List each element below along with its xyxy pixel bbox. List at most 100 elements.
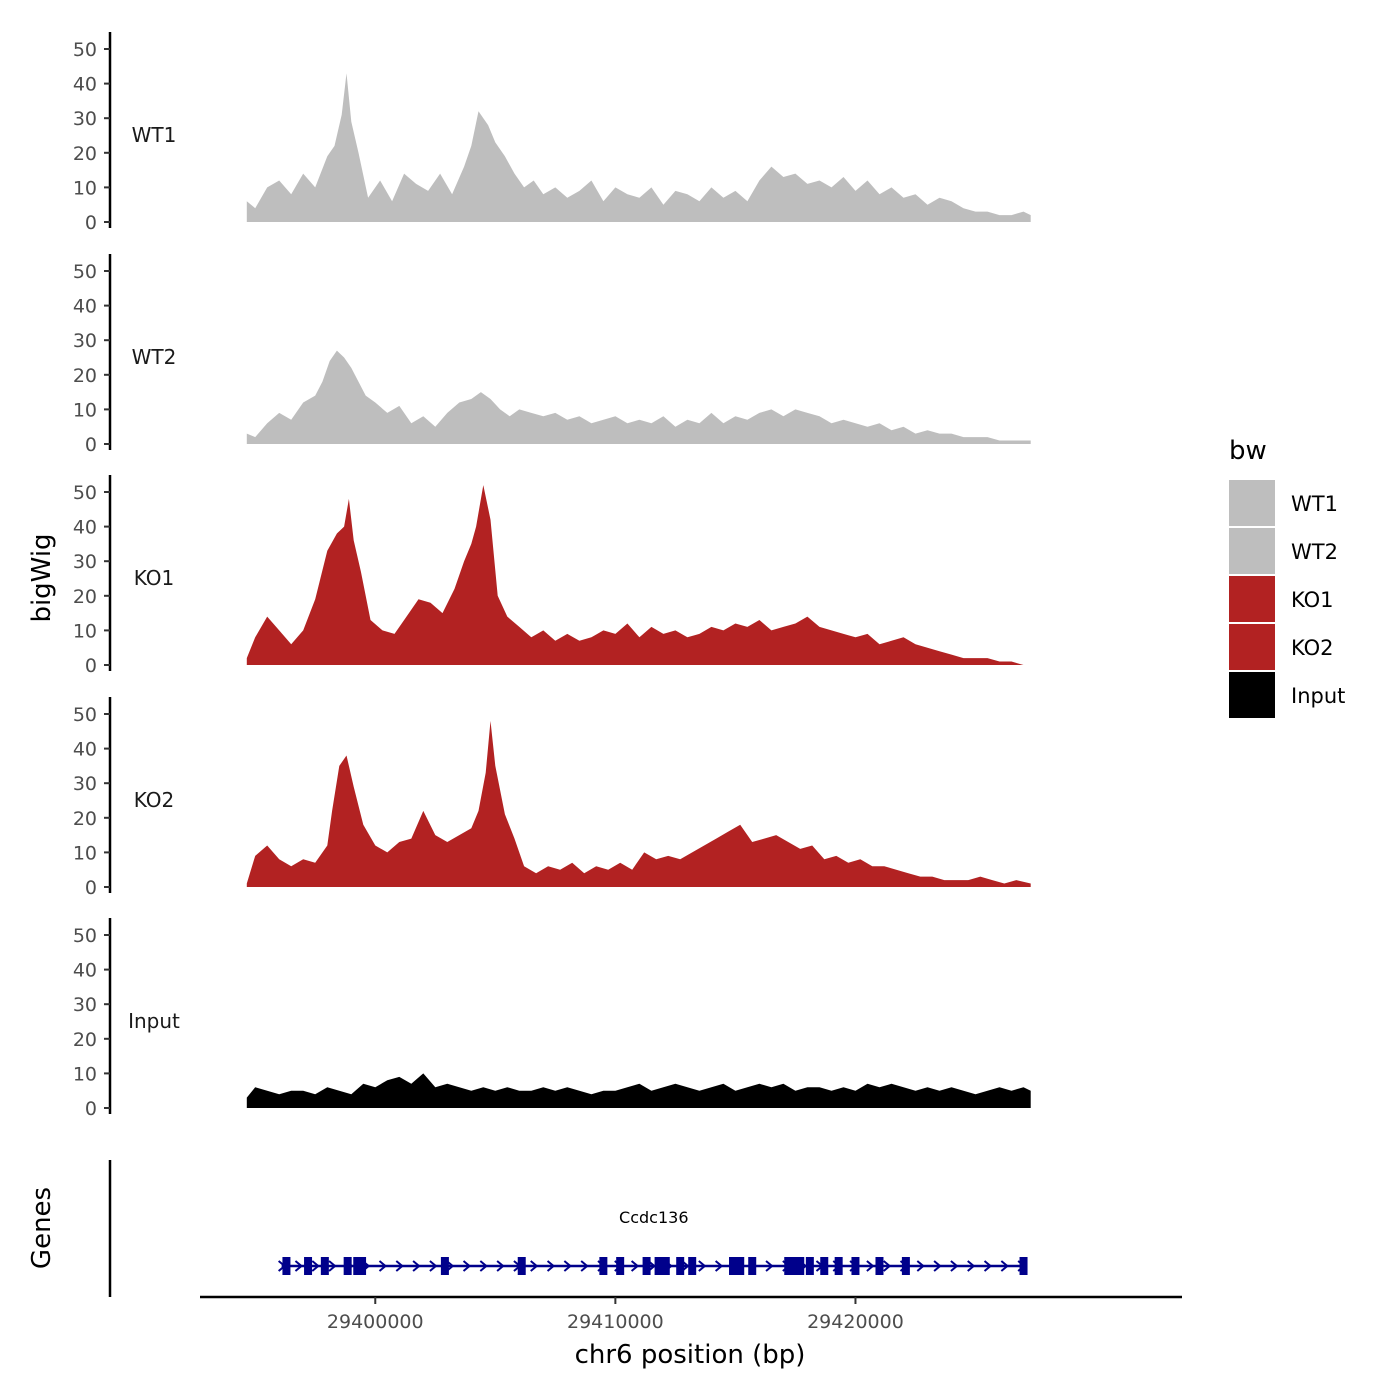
exon	[834, 1257, 843, 1275]
y-tick-label: 0	[85, 1098, 97, 1120]
signal-area-ko1	[246, 485, 1024, 665]
y-tick-label: 10	[73, 620, 97, 642]
track-wt2: 0 10 20 30 40 50 WT2	[73, 254, 1031, 456]
strand-arrow	[311, 1260, 320, 1272]
y-tick-label: 50	[73, 704, 97, 726]
exon	[358, 1257, 367, 1275]
track-ko2: 0 10 20 30 40 50 KO2	[73, 697, 1031, 899]
exon	[796, 1257, 805, 1275]
signal-tracks: 0 10 20 30 40 50 WT1 0 10 20 30 40 50 WT2 0 10 20 30 40 50 K…	[73, 32, 1031, 1120]
x-tick-label: 29410000	[567, 1311, 664, 1333]
x-axis: 29400000 29410000 29420000	[200, 1295, 1182, 1333]
exon	[343, 1257, 352, 1275]
strand-arrow	[412, 1260, 421, 1272]
y-tick-label: 30	[73, 108, 97, 130]
exon	[661, 1257, 670, 1275]
gene-name-label: Ccdc136	[619, 1208, 688, 1227]
exon	[688, 1257, 697, 1275]
strand-arrow	[563, 1260, 572, 1272]
exon	[642, 1257, 651, 1275]
track-input: 0 10 20 30 40 50 Input	[73, 918, 1031, 1120]
track-wt1: 0 10 20 30 40 50 WT1	[73, 32, 1031, 234]
y-tick-label: 40	[73, 296, 97, 318]
exon	[875, 1257, 884, 1275]
exon	[616, 1257, 625, 1275]
strand-arrow	[496, 1260, 505, 1272]
exon	[736, 1257, 745, 1275]
strand-arrow	[530, 1260, 539, 1272]
strand-arrow	[765, 1260, 774, 1272]
exon	[1019, 1257, 1028, 1275]
strand-arrow	[983, 1260, 993, 1272]
exon	[851, 1257, 860, 1275]
y-tick-label: 20	[73, 365, 97, 387]
y-tick-label: 20	[73, 586, 97, 608]
y-tick-label: 50	[73, 925, 97, 947]
y-tick-label: 10	[73, 177, 97, 199]
exon	[517, 1257, 526, 1275]
strand-arrow	[429, 1260, 438, 1272]
y-tick-label: 40	[73, 960, 97, 982]
strand-arrow	[950, 1260, 959, 1272]
strand-arrow	[630, 1260, 640, 1272]
x-tick-label: 29400000	[327, 1311, 424, 1333]
strand-arrow	[546, 1260, 556, 1272]
legend-label-input: Input	[1291, 684, 1345, 708]
y-tick-label: 0	[85, 212, 97, 234]
track-label: Input	[128, 1009, 180, 1033]
legend-swatch-wt1	[1229, 480, 1275, 526]
gene-track: Ccdc136	[108, 1160, 1028, 1297]
legend: bw WT1 WT2 KO1 KO2 Input	[1229, 436, 1345, 718]
legend-swatch-wt2	[1229, 528, 1275, 574]
strand-arrow	[714, 1260, 724, 1272]
exon	[784, 1257, 793, 1275]
legend-label-wt2: WT2	[1291, 540, 1338, 564]
y-tick-label: 30	[73, 551, 97, 573]
signal-area-wt1	[246, 73, 1031, 222]
legend-swatch-input	[1229, 672, 1275, 718]
y-tick-label: 20	[73, 143, 97, 165]
y-axis-title: bigWig	[27, 533, 57, 622]
strand-arrow	[967, 1260, 976, 1272]
exon	[729, 1257, 738, 1275]
strand-arrow	[1000, 1260, 1009, 1272]
track-label: KO2	[134, 788, 175, 812]
y-tick-label: 50	[73, 482, 97, 504]
strand-arrow	[395, 1260, 404, 1272]
track-ko1: 0 10 20 30 40 50 KO1	[73, 475, 1024, 677]
strand-arrow	[916, 1260, 925, 1272]
legend-title: bw	[1229, 436, 1267, 466]
legend-swatch-ko1	[1229, 576, 1275, 622]
signal-area-ko2	[246, 720, 1031, 887]
y-tick-label: 10	[73, 1063, 97, 1085]
legend-label-ko2: KO2	[1291, 636, 1334, 660]
strand-arrow	[378, 1260, 388, 1272]
strand-arrow	[698, 1260, 707, 1272]
strand-arrow	[933, 1260, 942, 1272]
signal-area-input	[246, 1073, 1031, 1108]
y-tick-label: 0	[85, 434, 97, 456]
exon	[654, 1257, 663, 1275]
y-tick-label: 0	[85, 655, 97, 677]
exon	[805, 1257, 814, 1275]
x-axis-title: chr6 position (bp)	[575, 1340, 806, 1370]
y-tick-label: 40	[73, 74, 97, 96]
track-label: KO1	[134, 566, 175, 590]
y-tick-label: 30	[73, 773, 97, 795]
strand-arrow	[866, 1260, 875, 1272]
strand-arrow	[294, 1260, 304, 1272]
exon	[676, 1257, 685, 1275]
strand-arrow	[580, 1260, 589, 1272]
signal-area-wt2	[246, 350, 1031, 444]
exon	[320, 1257, 329, 1275]
legend-label-wt1: WT1	[1291, 492, 1338, 516]
exon	[901, 1257, 910, 1275]
y-tick-label: 10	[73, 399, 97, 421]
y-tick-label: 50	[73, 39, 97, 61]
y-tick-label: 0	[85, 877, 97, 899]
y-tick-label: 20	[73, 1029, 97, 1051]
y-tick-label: 40	[73, 517, 97, 539]
exon	[599, 1257, 608, 1275]
strand-arrow	[462, 1260, 472, 1272]
